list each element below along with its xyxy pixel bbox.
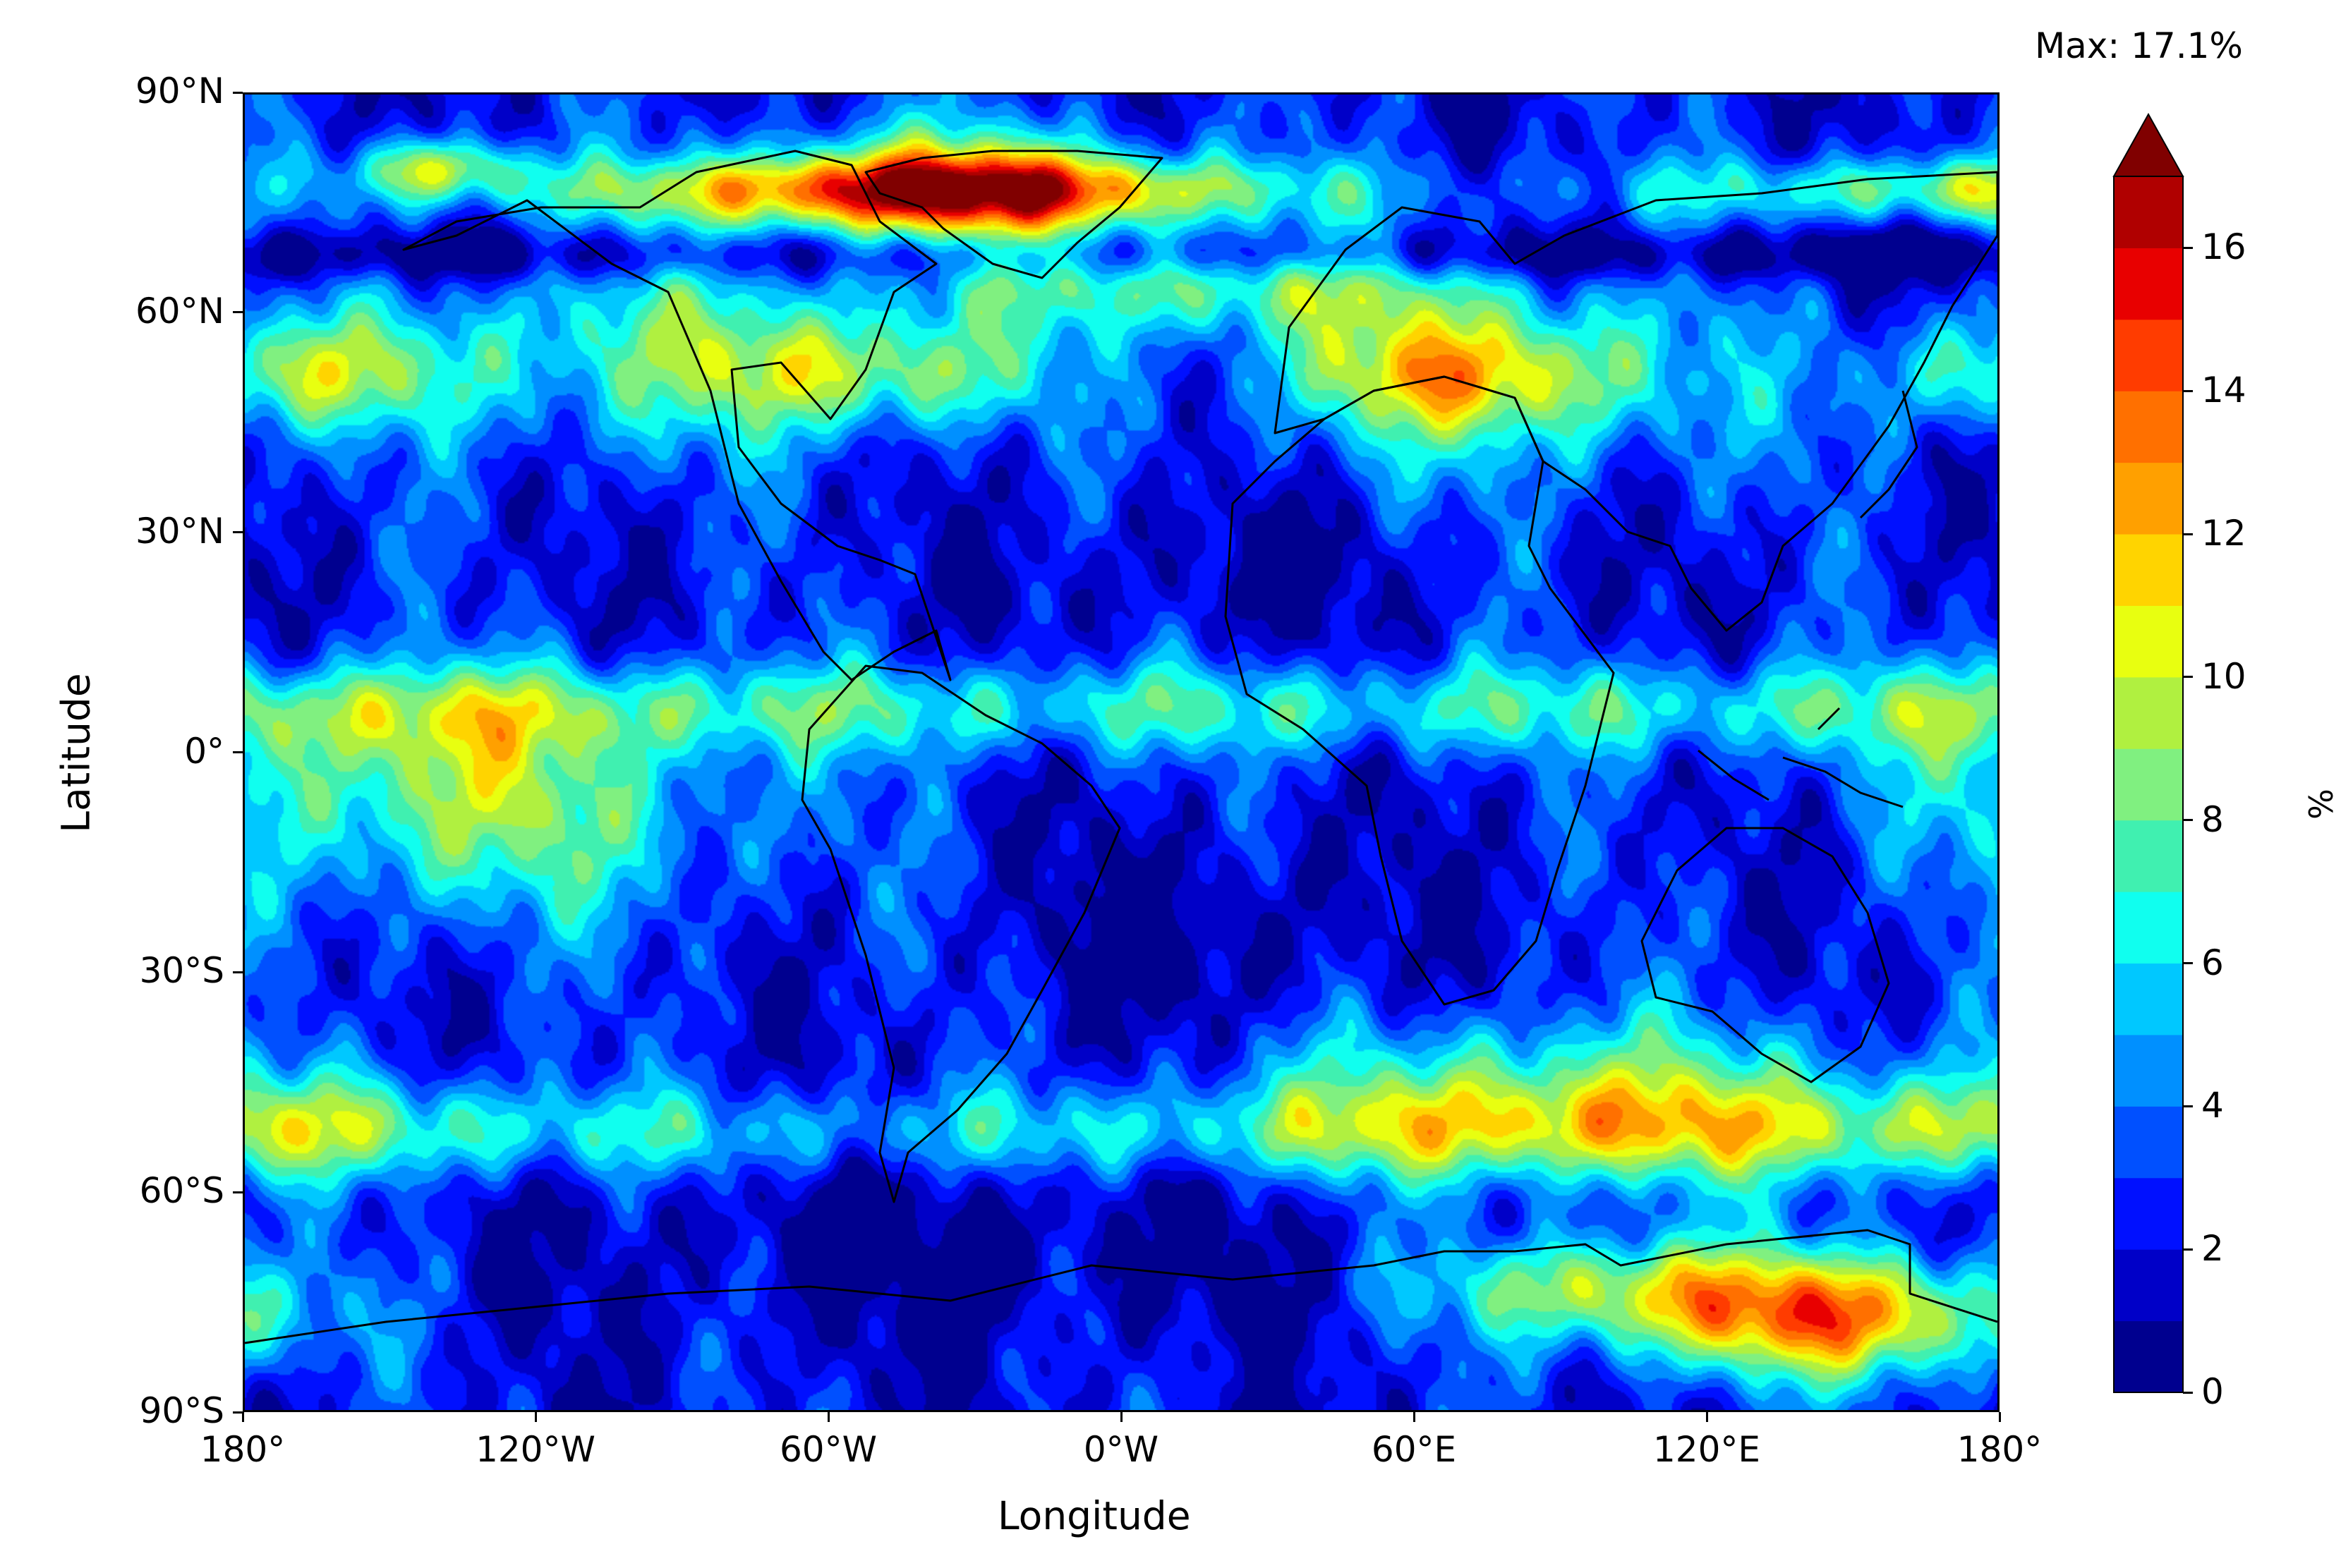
- antarctica-coast: [245, 1229, 1997, 1344]
- colorbar-tick-label: 4: [2201, 1085, 2224, 1126]
- colorbar-tick: [2183, 676, 2193, 679]
- colorbar-swatch: [2114, 892, 2183, 964]
- colorbar-tick: [2183, 1391, 2193, 1394]
- colorbar-swatch: [2114, 391, 2183, 463]
- colorbar-swatch: [2114, 1249, 2183, 1322]
- colorbar-tick-label: 0: [2201, 1371, 2224, 1412]
- colorbar-tick: [2183, 389, 2193, 392]
- colorbar-tick: [2183, 533, 2193, 535]
- y-tick: [233, 751, 243, 753]
- colorbar-unit-label: %: [2301, 789, 2340, 820]
- y-tick-label: 60°N: [135, 290, 224, 332]
- x-tick: [1120, 1412, 1123, 1422]
- x-tick: [827, 1412, 830, 1422]
- colorbar-swatch: [2114, 176, 2183, 248]
- y-tick: [233, 971, 243, 973]
- eurasia-coast: [1274, 171, 1997, 632]
- colorbar-swatch: [2114, 676, 2183, 749]
- colorbar-tick: [2183, 962, 2193, 965]
- y-tick: [233, 1411, 243, 1414]
- colorbar-tick: [2183, 246, 2193, 249]
- australia-coast: [1640, 827, 1890, 1083]
- colorbar-swatch: [2114, 1106, 2183, 1179]
- x-tick: [1998, 1412, 2001, 1422]
- y-tick-label: 0°: [184, 730, 224, 772]
- colorbar-swatch: [2114, 748, 2183, 821]
- contour-field: [245, 95, 1997, 1410]
- colorbar-tick-label: 8: [2201, 798, 2224, 840]
- x-tick: [1413, 1412, 1415, 1422]
- colorbar-swatch: [2114, 1320, 2183, 1393]
- colorbar-tick-label: 10: [2201, 655, 2246, 697]
- y-tick-label: 30°S: [139, 950, 224, 992]
- x-tick: [534, 1412, 537, 1422]
- y-tick-label: 90°N: [135, 71, 224, 111]
- colorbar-swatch: [2114, 462, 2183, 535]
- y-tick: [233, 311, 243, 314]
- colorbar-tick-label: 12: [2201, 513, 2246, 554]
- europe-africa-coast: [1224, 375, 1615, 1006]
- colorbar-swatch: [2114, 963, 2183, 1035]
- colorbar-swatch: [2114, 534, 2183, 606]
- colorbar-swatch: [2114, 820, 2183, 892]
- y-tick-label: 60°S: [139, 1170, 224, 1212]
- x-tick-label: 60°E: [1371, 1429, 1457, 1470]
- colorbar-swatch: [2114, 248, 2183, 320]
- x-tick-label: 60°W: [779, 1429, 878, 1470]
- japan-islands: [1859, 390, 1918, 519]
- colorbar-swatch: [2114, 1034, 2183, 1107]
- x-tick-label: 180°: [200, 1429, 286, 1470]
- south-america-coast: [801, 664, 1121, 1203]
- indonesia-islands: [1698, 707, 1904, 808]
- y-tick-label: 90°S: [139, 1390, 224, 1431]
- colorbar-tick-label: 16: [2201, 226, 2246, 268]
- colorbar-tick-label: 14: [2201, 370, 2246, 411]
- north-america-coast: [402, 150, 952, 681]
- x-tick-label: 120°W: [476, 1429, 595, 1470]
- colorbar-swatch: [2114, 319, 2183, 391]
- colorbar-frame: [2113, 176, 2184, 1393]
- x-tick: [241, 1412, 244, 1422]
- colorbar-extend-arrow: [2112, 112, 2184, 177]
- x-tick-label: 120°E: [1652, 1429, 1761, 1470]
- colorbar-tick-label: 2: [2201, 1228, 2224, 1270]
- colorbar: [2112, 112, 2184, 1393]
- x-tick-label: 180°: [1956, 1429, 2043, 1470]
- colorbar-swatches: [2112, 112, 2184, 1393]
- colorbar-tick: [2183, 1105, 2193, 1107]
- coastlines: [245, 150, 1997, 1344]
- x-axis-label: Longitude: [998, 1493, 1191, 1538]
- y-tick: [233, 91, 243, 94]
- greenland-coast: [864, 150, 1163, 279]
- y-axis-label: Latitude: [53, 673, 99, 833]
- colorbar-tick: [2183, 819, 2193, 822]
- colorbar-swatch: [2114, 605, 2183, 678]
- max-value-label: Max: 17.1%: [2035, 25, 2243, 66]
- x-tick: [1705, 1412, 1708, 1422]
- x-tick-label: 0°W: [1083, 1429, 1159, 1470]
- colorbar-tick: [2183, 1248, 2193, 1251]
- y-tick-label: 30°N: [135, 510, 224, 552]
- y-tick: [233, 531, 243, 534]
- map-panel: [243, 92, 2000, 1412]
- colorbar-swatch: [2114, 1177, 2183, 1250]
- y-tick: [233, 1191, 243, 1193]
- colorbar-tick-label: 6: [2201, 942, 2224, 983]
